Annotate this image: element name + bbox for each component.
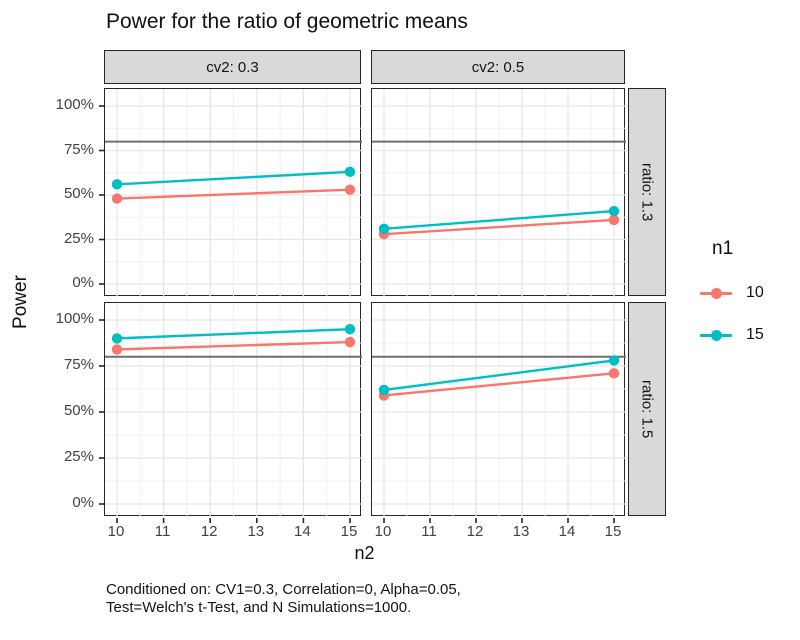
panel-ratio1.5-cv2-0.3 [99, 302, 362, 523]
legend-key-icon [700, 329, 732, 341]
data-point-n1-15 [608, 205, 620, 217]
data-point-n1-15 [344, 166, 356, 178]
x-tick-label: 15 [604, 523, 622, 540]
x-tick-label: 11 [421, 523, 437, 540]
y-tick-label: 25% [63, 229, 94, 247]
legend-item-n1-15: 15 [700, 326, 796, 344]
legend-items: 10 15 [700, 284, 796, 344]
facet-strip-cv2-0.5: cv2: 0.5 [371, 50, 625, 84]
x-tick-label: 11 [154, 523, 171, 540]
facet-strip-cv2-0.3: cv2: 0.3 [104, 50, 361, 84]
panel-ratio1.5-cv2-0.5 [371, 302, 626, 523]
x-tick-label: 14 [558, 523, 576, 540]
legend-key-icon [700, 287, 732, 299]
series-line-n1-15 [116, 170, 351, 186]
panel-ratio1.3-cv2-0.5 [371, 88, 626, 297]
y-axis-title: Power [10, 275, 31, 329]
y-tick-label: 100% [55, 96, 94, 113]
x-tick-label: 10 [374, 523, 392, 540]
chart-title: Power for the ratio of geometric means [106, 10, 468, 33]
y-tick-label: 75% [63, 140, 94, 158]
data-point-n1-10 [344, 184, 356, 195]
legend-item-n1-10: 10 [700, 284, 796, 302]
legend-title: n1 [712, 238, 734, 259]
data-point-n1-15 [111, 333, 123, 344]
series-line-n1-10 [383, 218, 615, 236]
data-point-n1-15 [378, 384, 390, 396]
legend-item-label: 10 [746, 284, 764, 301]
y-tick-label: 0% [72, 274, 94, 291]
series-line-n1-15 [383, 209, 615, 231]
data-point-n1-15 [344, 324, 356, 335]
data-point-n1-15 [378, 223, 390, 235]
series-line-n1-10 [116, 188, 351, 200]
legend-item-label: 15 [746, 326, 764, 343]
caption-line-1: Conditioned on: CV1=0.3, Correlation=0, … [106, 581, 461, 598]
series-line-n1-10 [116, 340, 351, 351]
y-tick-label: 0% [72, 494, 94, 511]
data-point-n1-15 [608, 355, 620, 366]
x-tick-label: 15 [340, 523, 358, 540]
series-line-n1-15 [116, 328, 351, 340]
x-tick-label: 14 [294, 523, 311, 540]
x-tick-label: 13 [512, 523, 530, 540]
data-point-n1-10 [111, 193, 123, 204]
y-tick-label: 25% [63, 448, 94, 465]
data-point-n1-10 [608, 368, 620, 379]
x-axis-title: n2 [354, 543, 375, 563]
y-tick-label: 100% [55, 310, 94, 327]
x-tick-label: 13 [247, 523, 265, 540]
x-tick-label: 12 [200, 523, 218, 540]
legend: n1 10 15 [700, 238, 796, 344]
data-point-n1-10 [608, 214, 620, 226]
x-tick-label: 12 [466, 523, 484, 540]
facet-strip-ratio-1.3: ratio: 1.3 [628, 88, 666, 296]
series-line-n1-15 [383, 359, 615, 392]
panel-ratio1.3-cv2-0.3 [99, 88, 362, 297]
y-tick-label: 50% [63, 402, 94, 419]
data-point-n1-10 [344, 336, 356, 348]
y-tick-label: 50% [63, 185, 94, 202]
caption-line-2: Test=Welch's t-Test, and N Simulations=1… [106, 598, 412, 616]
y-tick-label: 75% [63, 356, 94, 373]
series-line-n1-10 [383, 372, 615, 397]
data-point-n1-15 [111, 179, 123, 190]
facet-strip-ratio-1.5: ratio: 1.5 [628, 302, 666, 516]
caption: Conditioned on: CV1=0.3, Correlation=0, … [106, 581, 461, 616]
x-tick-label: 10 [107, 523, 125, 540]
data-point-n1-10 [111, 344, 123, 355]
